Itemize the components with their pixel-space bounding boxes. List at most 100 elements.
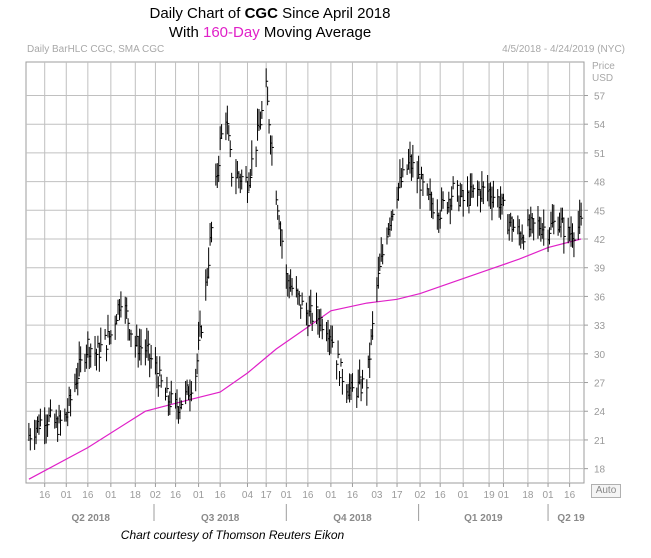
price-bar (116, 314, 119, 325)
price-bar (80, 346, 83, 373)
price-bar (259, 111, 263, 130)
price-bar (392, 209, 395, 221)
price-bar-series (28, 68, 584, 451)
price-bar (235, 159, 238, 195)
price-bar (382, 244, 385, 265)
price-bar (452, 176, 456, 190)
x-tick-label: 16 (170, 490, 182, 501)
x-tick-label: 01 (281, 490, 293, 501)
price-bar (492, 180, 496, 208)
y-tick-label: 33 (594, 321, 606, 332)
price-bar (196, 353, 200, 375)
price-bar (377, 256, 381, 289)
auto-scale-button[interactable]: Auto (591, 484, 621, 498)
price-bar (130, 329, 133, 348)
price-bar (90, 343, 93, 368)
price-bar (77, 362, 80, 396)
price-bar (231, 172, 234, 187)
price-bar (341, 368, 345, 395)
price-bar (246, 180, 250, 203)
price-bar (100, 327, 103, 353)
y-tick-label: 30 (594, 350, 606, 361)
price-bar (331, 325, 335, 348)
price-bar (320, 308, 323, 332)
title-ticker: CGC (244, 5, 278, 22)
price-bar (402, 157, 405, 178)
plot-frame (25, 61, 585, 484)
price-bar (157, 376, 161, 397)
price-bar (140, 329, 144, 366)
price-bar (277, 204, 280, 220)
x-tick-label: 16 (302, 490, 314, 501)
y-tick-label: 27 (594, 379, 606, 390)
price-bar (275, 190, 279, 205)
y-axis-unit-usd: USD (592, 73, 614, 84)
x-tick-label: 01 (498, 490, 510, 501)
price-bar (166, 376, 169, 393)
price-bar (226, 105, 230, 135)
price-bar (60, 410, 63, 436)
chart-title: Daily Chart of CGC Since April 2018 With… (0, 4, 540, 42)
price-bar (311, 312, 315, 332)
price-bar (211, 221, 214, 243)
price-bar (156, 356, 159, 389)
price-bar (169, 391, 172, 416)
price-bar (241, 169, 244, 190)
price-bar (200, 325, 204, 339)
price-bar (366, 379, 369, 406)
price-bar (553, 204, 556, 235)
price-bar (432, 197, 435, 220)
price-bar (38, 414, 41, 435)
y-axis: 18 21 24 27 30 33 36 39 42 45 48 51 54 57 (584, 91, 606, 476)
y-tick-label: 42 (594, 235, 606, 246)
x-tick-label: 01 (61, 490, 73, 501)
title-line-2: With 160-Day Moving Average (0, 23, 540, 42)
quarter-label: Q3 2018 (201, 513, 240, 524)
y-axis-unit-price: Price (592, 61, 615, 72)
price-bar (307, 309, 310, 337)
subtitle-suffix: Moving Average (259, 24, 372, 41)
price-bar (104, 328, 108, 340)
price-bar (321, 318, 325, 340)
price-bar (573, 232, 576, 258)
price-bar (160, 374, 164, 388)
price-bar (502, 193, 506, 207)
x-tick-label: 16 (564, 490, 576, 501)
x-tick-label: 16 (435, 490, 447, 501)
price-bar (439, 209, 443, 229)
price-bar (561, 207, 565, 223)
x-tick-label: 02 (414, 490, 426, 501)
price-bar (386, 227, 389, 245)
x-tick-label: 01 (542, 490, 554, 501)
price-bar (218, 155, 221, 183)
price-bar (523, 234, 526, 250)
title-suffix: Since April 2018 (277, 5, 391, 22)
price-bar (442, 191, 446, 209)
x-tick-label: 04 (242, 490, 254, 501)
price-bar (255, 146, 259, 168)
price-bar (482, 181, 486, 205)
x-tick-label: 01 (105, 490, 117, 501)
price-bar (57, 416, 60, 442)
price-bar (456, 180, 460, 202)
title-line-1: Daily Chart of CGC Since April 2018 (0, 4, 540, 23)
price-bar (301, 292, 305, 306)
x-tick-label: 16 (215, 490, 227, 501)
price-bar (359, 359, 362, 385)
price-bar (127, 318, 131, 341)
price-bar (337, 340, 341, 359)
y-tick-label: 54 (594, 120, 606, 131)
price-bar (47, 414, 50, 437)
price-bar (186, 379, 190, 396)
title-prefix: Daily Chart of (149, 5, 245, 22)
price-bar (548, 227, 552, 245)
price-bar (451, 186, 454, 211)
price-bar (106, 345, 109, 362)
y-tick-label: 24 (594, 407, 606, 418)
x-tick-label: 02 (150, 490, 162, 501)
price-bar (147, 330, 151, 361)
price-bar (543, 209, 546, 246)
price-bar (472, 184, 476, 198)
price-bar (268, 119, 272, 134)
price-bar (316, 292, 319, 325)
